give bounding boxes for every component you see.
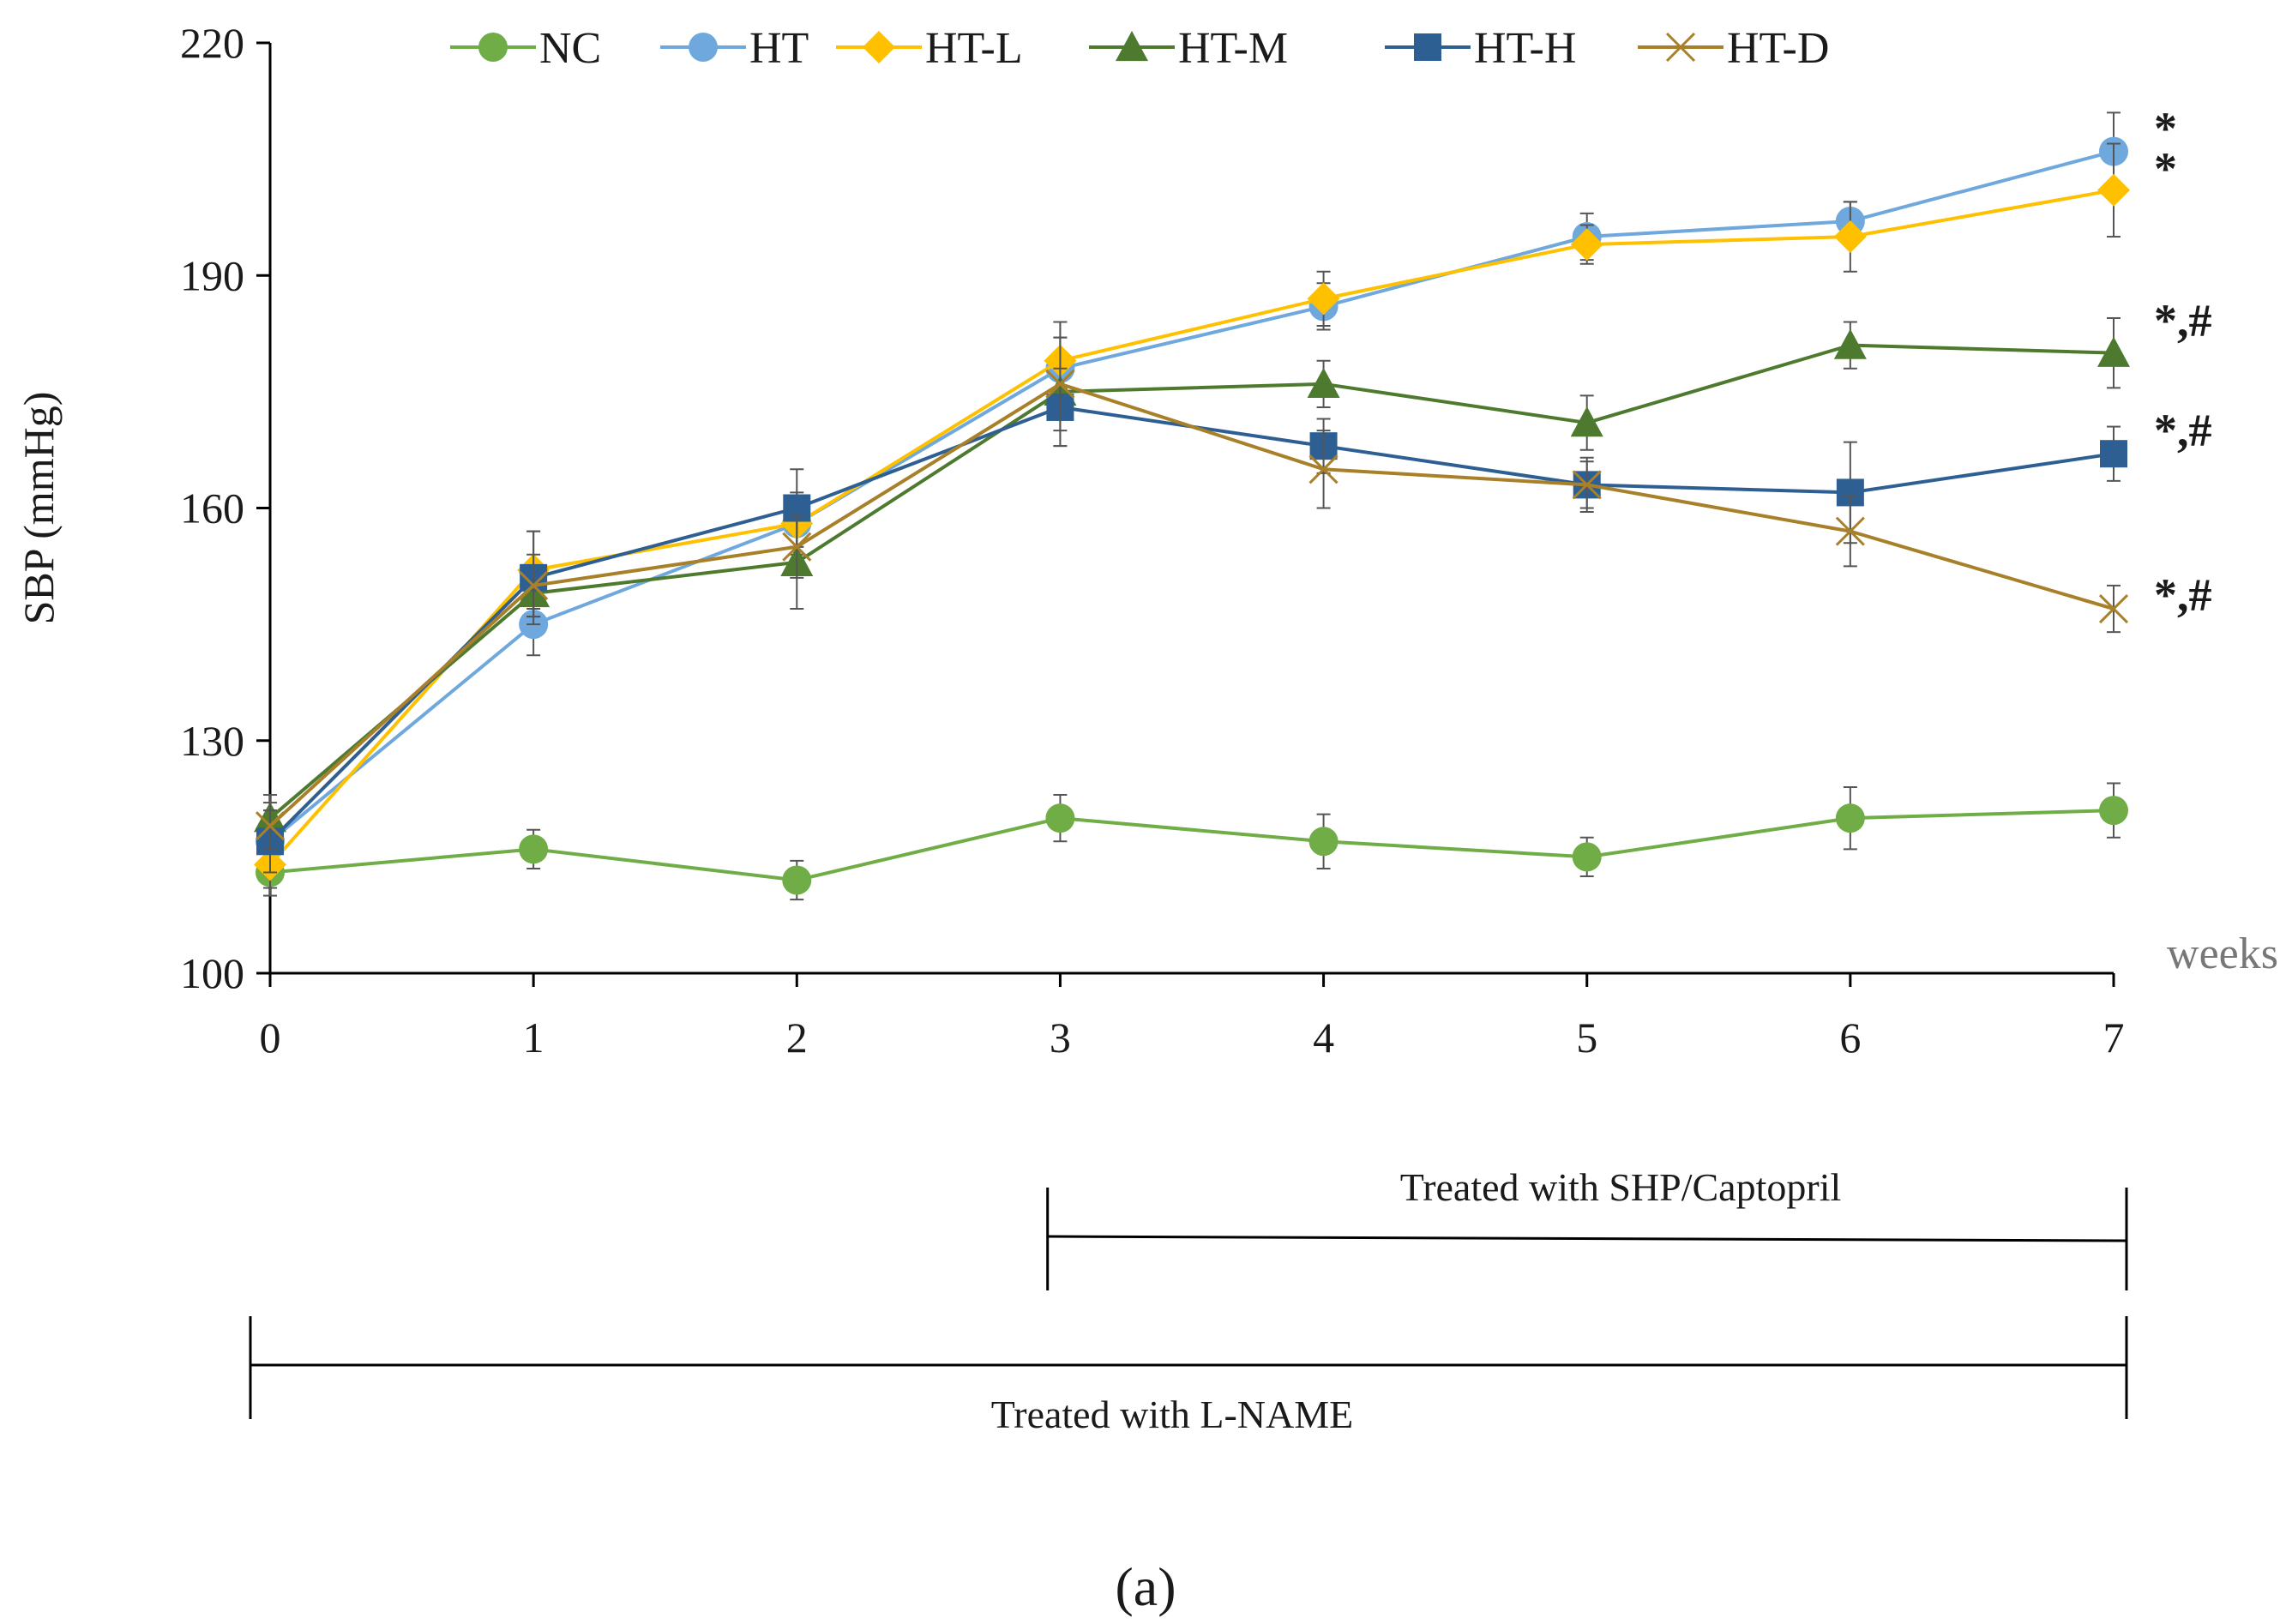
legend-label: HT-M xyxy=(1178,24,1288,73)
significance-label: *,# xyxy=(2154,405,2212,456)
legend-label: HT-H xyxy=(1474,24,1576,73)
panel-label: (a) xyxy=(1115,1556,1176,1617)
y-tick-label: 160 xyxy=(180,484,244,532)
data-point xyxy=(1045,803,1075,833)
x-tick-label: 7 xyxy=(2103,1013,2125,1062)
x-tick-label: 4 xyxy=(1313,1013,1334,1062)
plot-area xyxy=(254,111,2130,901)
legend-marker xyxy=(689,33,718,62)
data-point-stroke xyxy=(1308,454,1339,484)
data-point xyxy=(1572,470,1602,500)
y-tick-label: 130 xyxy=(180,717,244,765)
data-point xyxy=(1833,328,1867,359)
data-point-stroke xyxy=(782,532,812,562)
data-point-stroke xyxy=(519,570,549,600)
data-point xyxy=(1572,842,1602,872)
x-tick-label: 2 xyxy=(786,1013,808,1062)
x-tick-label: 6 xyxy=(1839,1013,1861,1062)
significance-label: * xyxy=(2154,143,2177,195)
x-axis-title: weeks xyxy=(2167,929,2278,978)
treatment-brackets: Treated with SHP/Captopril Treated with L… xyxy=(249,1165,2128,1436)
series-line xyxy=(269,809,2115,882)
legend-marker xyxy=(1665,32,1696,63)
legend-label: HT xyxy=(749,24,809,73)
data-point xyxy=(782,865,812,895)
data-point xyxy=(1045,369,1075,399)
significance-labels: ** *,# *,# *,# xyxy=(2154,103,2212,621)
data-point xyxy=(2097,173,2130,207)
data-point xyxy=(255,811,286,841)
y-axis-title: SBP (mmHg) xyxy=(15,392,63,625)
data-point xyxy=(1833,220,1867,254)
data-point xyxy=(1308,454,1339,484)
significance-label: *,# xyxy=(2154,569,2212,621)
legend-marker xyxy=(1116,31,1148,62)
significance-label: * xyxy=(2154,103,2177,154)
legend-label: NC xyxy=(539,24,601,73)
axes: 100 130 160 190 220 0 1 2 3 4 5 6 7 SBP (mmHg) weeks xyxy=(15,19,2278,1062)
series-line xyxy=(268,382,2115,827)
data-point xyxy=(1570,406,1603,437)
data-point xyxy=(1835,516,1865,546)
legend-marker xyxy=(863,31,895,63)
data-point xyxy=(1307,282,1340,316)
legend-item-ht-m: HT-M xyxy=(1089,24,1288,73)
series-ht-d xyxy=(255,336,2129,851)
data-point xyxy=(1835,803,1865,833)
data-point xyxy=(2100,440,2127,468)
series-line xyxy=(268,188,2115,866)
data-point xyxy=(2097,336,2130,367)
series-ht-l xyxy=(254,142,2130,889)
y-tick-label: 100 xyxy=(180,949,244,997)
data-point xyxy=(519,570,549,600)
data-point xyxy=(1307,367,1340,398)
bracket-shp-captopril: Treated with SHP/Captopril xyxy=(1046,1165,2128,1290)
bracket-label: Treated with L-NAME xyxy=(991,1392,1353,1436)
data-point-stroke xyxy=(1572,470,1602,500)
bracket-line xyxy=(1047,1235,2127,1242)
bracket-l-name: Treated with L-NAME xyxy=(249,1316,2128,1436)
data-point xyxy=(1570,228,1603,262)
x-tick-label: 5 xyxy=(1576,1013,1597,1062)
x-tick-label: 1 xyxy=(523,1013,544,1062)
data-point xyxy=(519,834,549,864)
data-point xyxy=(1308,827,1339,857)
x-tick-label: 3 xyxy=(1050,1013,1071,1062)
legend: NC HT HT-L HT-M HT-H HT-D xyxy=(450,24,1829,73)
data-point-stroke xyxy=(1835,516,1865,546)
legend-marker xyxy=(1414,33,1441,61)
y-tick-label: 190 xyxy=(180,251,244,299)
legend-item-ht: HT xyxy=(660,24,809,73)
data-point xyxy=(782,532,812,562)
legend-label: HT-D xyxy=(1727,24,1829,73)
data-point-stroke xyxy=(1045,369,1075,399)
legend-item-ht-d: HT-D xyxy=(1638,24,1829,73)
legend-marker xyxy=(478,33,508,62)
legend-item-ht-h: HT-H xyxy=(1385,24,1576,73)
bracket-label: Treated with SHP/Captopril xyxy=(1400,1165,1842,1209)
data-point-stroke xyxy=(2098,593,2129,624)
legend-label: HT-L xyxy=(925,24,1023,73)
significance-label: *,# xyxy=(2154,295,2212,346)
data-point-stroke xyxy=(255,811,286,841)
series-line xyxy=(268,343,2115,820)
series-line xyxy=(268,149,2115,843)
y-tick-label: 220 xyxy=(180,19,244,67)
legend-item-ht-l: HT-L xyxy=(836,24,1023,73)
data-point xyxy=(2098,593,2129,624)
legend-marker-stroke xyxy=(1665,32,1696,63)
legend-item-nc: NC xyxy=(450,24,601,73)
series-nc xyxy=(256,782,2128,901)
x-tick-label: 0 xyxy=(260,1013,281,1062)
data-point xyxy=(2099,796,2128,826)
